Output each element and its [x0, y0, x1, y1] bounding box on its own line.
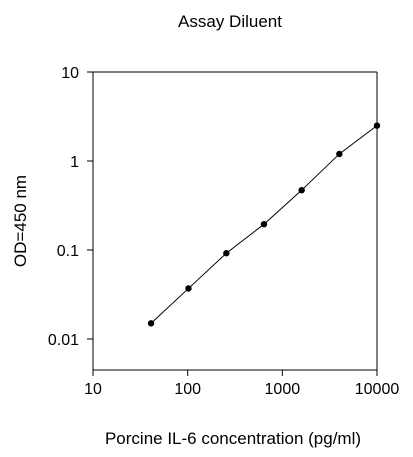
x-axis-ticks: 10 100 1000 10000	[84, 370, 399, 398]
data-point	[223, 250, 230, 257]
plot-area	[92, 71, 378, 371]
x-tick-label: 1000	[265, 381, 301, 398]
data-point	[298, 186, 305, 194]
x-tick-label: 10	[84, 381, 102, 398]
y-axis-label: OD=450 nm	[11, 175, 30, 267]
y-tick-label: 10	[61, 65, 79, 82]
x-tick-label: 100	[174, 381, 201, 398]
data-point	[185, 285, 192, 292]
y-tick-label: 0.01	[48, 332, 79, 349]
y-tick-label: 0.1	[57, 243, 79, 260]
data-point	[336, 150, 343, 158]
x-axis-label: Porcine IL-6 concentration (pg/ml)	[105, 429, 361, 448]
series-layer	[147, 122, 381, 327]
data-point	[373, 122, 381, 129]
y-tick-label: 1	[70, 154, 79, 171]
x-tick-label: 10000	[355, 381, 400, 398]
y-axis-ticks: 0.01 0.1 1 10	[48, 65, 93, 349]
data-point	[147, 320, 155, 327]
data-point	[260, 220, 268, 228]
chart-title: Assay Diluent	[178, 12, 282, 31]
